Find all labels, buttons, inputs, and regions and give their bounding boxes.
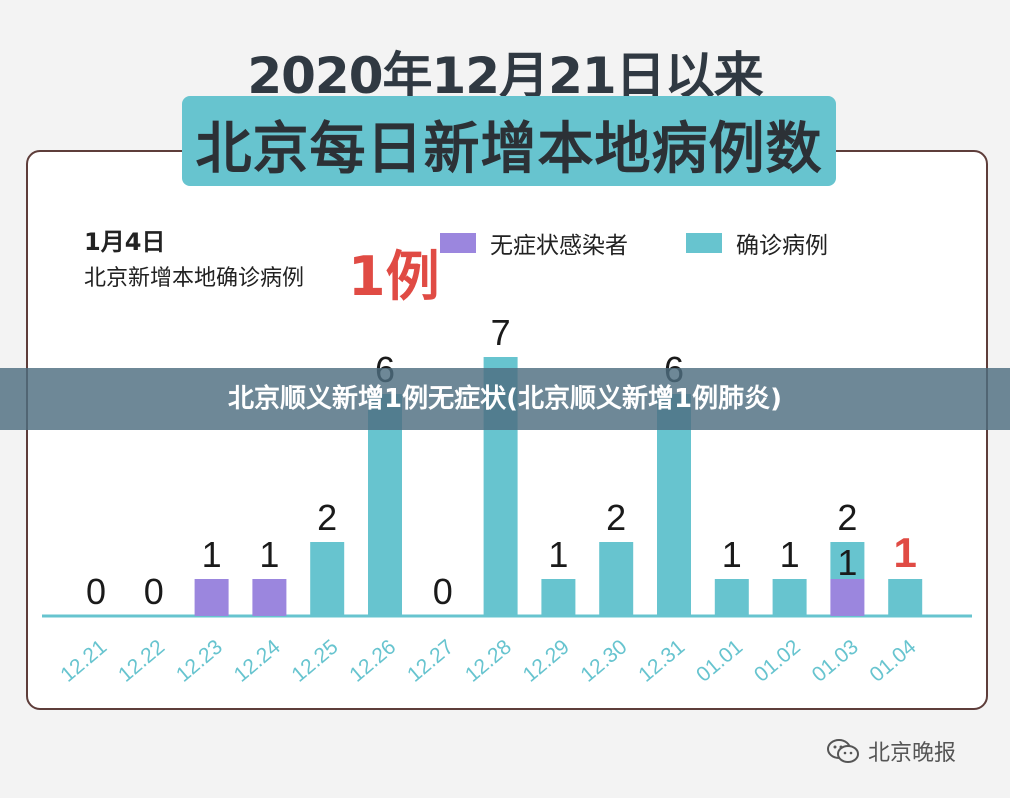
- tick-label-12.24: 12.24: [230, 635, 285, 687]
- value-label-12.22: 0: [144, 571, 164, 612]
- value-label-12.23: 1: [202, 534, 222, 575]
- bar-asymptomatic-01.03: [830, 579, 865, 616]
- tick-label-01.03: 01.03: [808, 635, 863, 686]
- bar-confirmed-01.04: [888, 579, 923, 616]
- tick-label-12.21: 12.21: [56, 635, 111, 686]
- legend-label-asymptomatic: 无症状感染者: [490, 233, 628, 259]
- legend-asymptomatic: 无症状感染者: [440, 226, 628, 260]
- bar-confirmed-01.02: [772, 579, 807, 616]
- title-date-range: 2020年12月21日以来: [247, 47, 763, 105]
- bar-confirmed-01.03: [830, 542, 865, 579]
- bar-confirmed-01.01: [714, 579, 749, 616]
- title-box: [182, 96, 836, 186]
- tick-label-12.29: 12.29: [519, 635, 574, 686]
- value-label-12.29: 1: [548, 534, 568, 575]
- caption-banner-text: 北京顺义新增1例无症状(北京顺义新增1例肺炎): [228, 384, 782, 414]
- value-label-01.03: 2: [837, 497, 857, 538]
- bar-asymptomatic-12.24: [252, 579, 287, 616]
- highlight-value: 1例: [348, 245, 440, 308]
- legend-swatch-confirmed: [686, 233, 722, 253]
- watermark-text: 北京晚报: [868, 741, 957, 766]
- tick-label-12.31: 12.31: [634, 635, 689, 686]
- value-label-12.25: 2: [317, 497, 337, 538]
- bar-confirmed-12.25: [310, 542, 345, 616]
- value-label-01.02: 1: [780, 534, 800, 575]
- bar-confirmed-12.30: [599, 542, 634, 616]
- value-label-12.30: 2: [606, 497, 626, 538]
- value-label-12.24: 1: [259, 534, 279, 575]
- inner-label-01.03: 1: [837, 542, 857, 583]
- caption-banner: [0, 368, 1010, 430]
- watermark: 北京晚报: [826, 735, 956, 767]
- tick-label-12.30: 12.30: [576, 635, 631, 686]
- tick-label-01.01: 01.01: [692, 635, 747, 686]
- highlight-text: 北京新增本地确诊病例: [84, 266, 305, 291]
- value-label-12.27: 0: [433, 571, 453, 612]
- highlight-date: 1月4日: [84, 228, 166, 256]
- tick-label-12.28: 12.28: [461, 635, 516, 686]
- tick-label-01.02: 01.02: [750, 635, 805, 686]
- value-label-12.28: 7: [491, 312, 511, 353]
- tick-label-01.04: 01.04: [865, 635, 920, 687]
- value-label-01.01: 1: [722, 534, 742, 575]
- bar-confirmed-12.29: [541, 579, 576, 616]
- bar-asymptomatic-12.23: [194, 579, 229, 616]
- wechat-icon: [827, 739, 859, 763]
- tick-label-12.23: 12.23: [172, 635, 227, 686]
- legend-confirmed: 确诊病例: [686, 226, 828, 260]
- value-label-01.04: 1: [894, 529, 917, 576]
- tick-label-12.27: 12.27: [403, 635, 458, 686]
- legend-label-confirmed: 确诊病例: [736, 233, 828, 259]
- tick-label-12.25: 12.25: [287, 635, 342, 686]
- value-label-12.21: 0: [86, 571, 106, 612]
- tick-label-12.22: 12.22: [114, 635, 169, 686]
- title-area: 2020年12月21日以来: [0, 0, 1010, 200]
- legend-swatch-asymptomatic: [440, 233, 476, 253]
- bar-confirmed-12.31: [657, 394, 691, 616]
- bar-confirmed-12.26: [368, 394, 402, 616]
- title-main: 北京每日新增本地病例数: [195, 117, 823, 182]
- tick-label-12.26: 12.26: [345, 635, 400, 686]
